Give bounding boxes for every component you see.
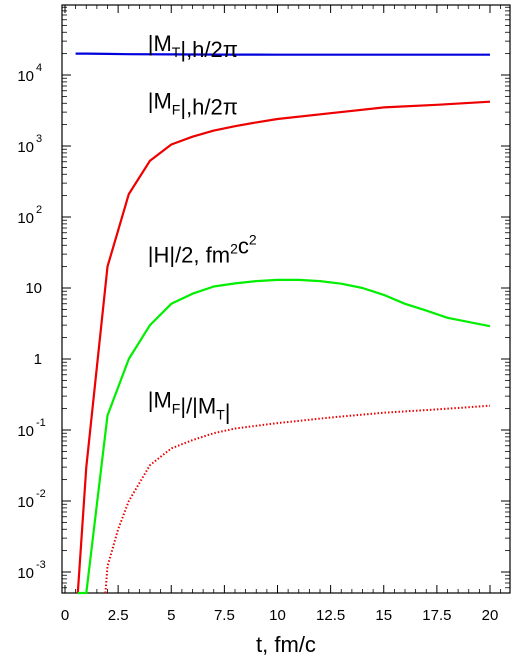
x-tick-label: 10 xyxy=(269,607,286,624)
y-tick-base: 10 xyxy=(17,423,34,440)
y-tick-exponent: -2 xyxy=(36,488,46,500)
x-tick-label: 12.5 xyxy=(316,607,345,624)
y-tick-base: 10 xyxy=(17,68,34,85)
tick-marks xyxy=(62,5,510,593)
x-tick-label: 15 xyxy=(375,607,392,624)
y-tick-label: 10 -2 xyxy=(17,488,45,511)
y-tick-base: 10 xyxy=(17,139,34,156)
y-tick-label: 10 2 xyxy=(17,204,42,227)
y-tick-base: 10 xyxy=(17,565,34,582)
annotation-2: |MF|,h/2π xyxy=(148,88,238,119)
y-tick-exponent: 2 xyxy=(36,204,42,216)
x-tick-label: 5 xyxy=(167,607,175,624)
x-tick-label: 0 xyxy=(61,607,69,624)
y-tick-label: 10 3 xyxy=(17,133,42,156)
series-layer xyxy=(75,52,491,595)
x-tick-label: 2.5 xyxy=(108,607,129,624)
x-axis-title: t, fm/c xyxy=(256,632,316,657)
series-line-1 xyxy=(75,52,490,56)
y-tick-label: 10 xyxy=(25,280,42,297)
x-tick-label: 17.5 xyxy=(422,607,451,624)
series-line-2 xyxy=(76,100,491,594)
y-tick-exponent: 4 xyxy=(36,62,42,74)
y-tick-base: 10 xyxy=(25,280,42,297)
x-tick-labels: 0 2.5 5 7.5 10 12.5 15 17.5 20 xyxy=(61,607,499,624)
y-tick-base: 10 xyxy=(17,210,34,227)
annotation-3: |H|/2, fm2c2 xyxy=(148,231,257,267)
x-tick-label: 20 xyxy=(482,607,499,624)
y-tick-base: 1 xyxy=(34,351,42,368)
annotation-4: |MF|/|MT| xyxy=(148,387,231,424)
y-tick-exponent: -1 xyxy=(36,417,46,429)
y-tick-label: 10 -3 xyxy=(17,559,45,582)
series-line-4 xyxy=(104,404,491,594)
y-tick-label: 1 xyxy=(34,351,42,368)
y-tick-label: 10 4 xyxy=(17,62,42,85)
x-tick-label: 7.5 xyxy=(214,607,235,624)
annotations: |MT|,h/2π |MF|,h/2π |H|/2, fm2c2 |MF|/|MT| xyxy=(148,31,257,424)
series-line-3 xyxy=(77,278,491,595)
plot-frame xyxy=(61,4,511,594)
y-tick-label: 10 -1 xyxy=(17,417,45,440)
y-tick-exponent: -3 xyxy=(36,559,46,571)
y-tick-base: 10 xyxy=(17,494,34,511)
annotation-1: |MT|,h/2π xyxy=(148,31,238,62)
y-tick-exponent: 3 xyxy=(36,133,42,145)
